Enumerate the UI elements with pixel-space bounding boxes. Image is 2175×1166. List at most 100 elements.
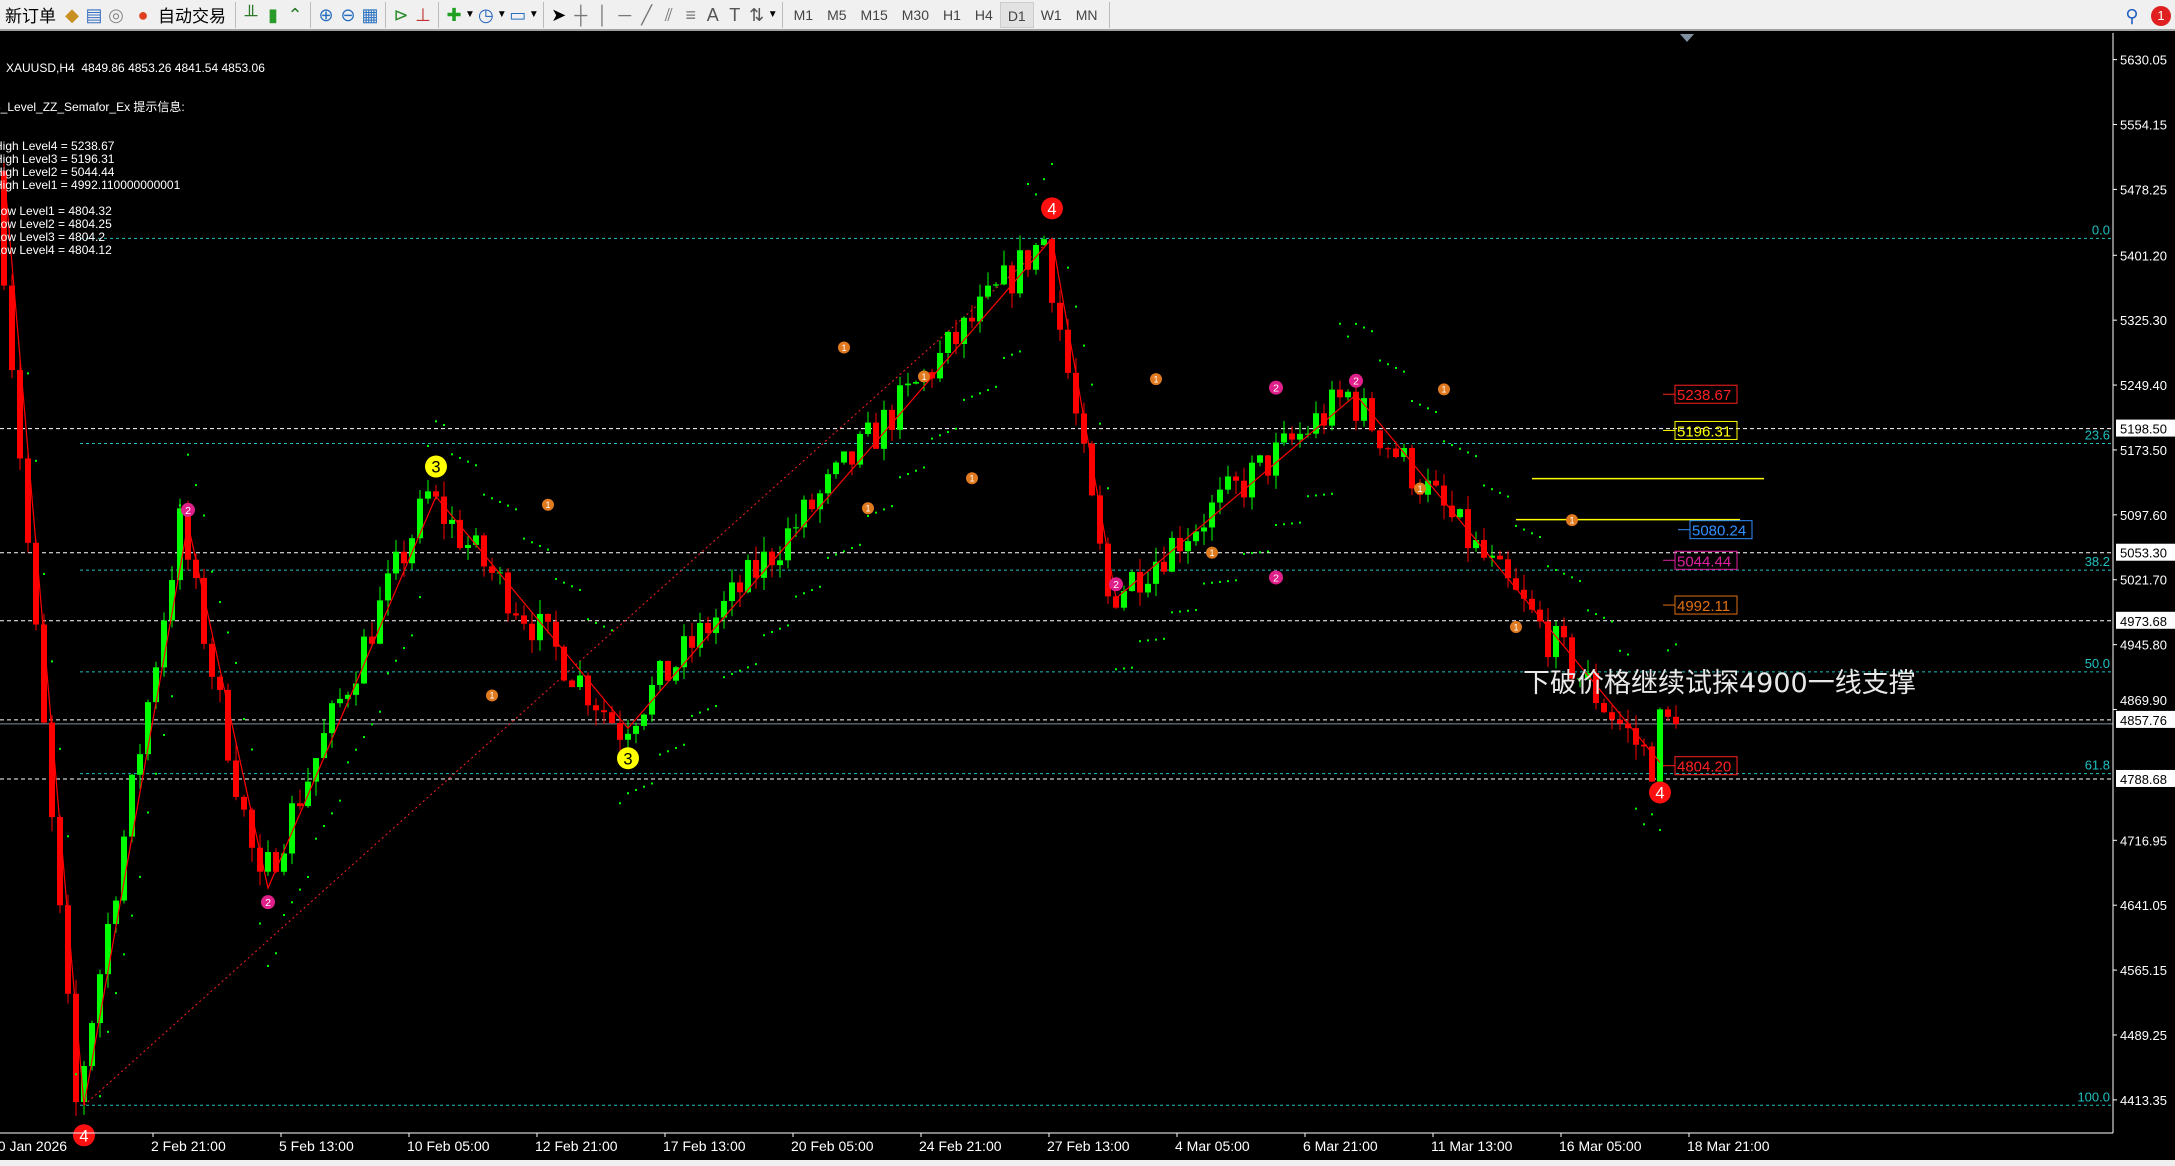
horizontal-line-icon[interactable]: ─ bbox=[618, 4, 632, 25]
candle-body bbox=[857, 433, 863, 465]
timeframe-m5[interactable]: M5 bbox=[827, 6, 847, 23]
candle-body bbox=[1249, 462, 1255, 498]
candle-body bbox=[705, 622, 711, 634]
sar-dot bbox=[931, 437, 933, 440]
sar-dot bbox=[299, 888, 301, 891]
candle-body bbox=[89, 1023, 95, 1067]
notifications-badge[interactable]: 1 bbox=[2151, 5, 2171, 26]
sar-dot bbox=[1283, 523, 1285, 526]
sar-dot bbox=[267, 964, 269, 967]
sar-dot bbox=[987, 389, 989, 392]
sar-dot bbox=[635, 788, 637, 791]
candle bbox=[1601, 616, 1607, 714]
tile-windows-icon[interactable]: ▦ bbox=[361, 4, 379, 25]
price-tick-label: 4413.35 bbox=[2120, 1093, 2167, 1108]
signal-icon[interactable]: ◎ bbox=[108, 4, 124, 25]
sar-dot bbox=[43, 572, 45, 575]
candle-body bbox=[49, 722, 55, 818]
price-chart[interactable]: 0.0 23.6 38.2 50.0 61.8 100.0 5238.67 5196.31 50… bbox=[0, 33, 2175, 1166]
zoom-in-icon[interactable]: ⊕ bbox=[318, 4, 334, 25]
text-label-icon[interactable]: T bbox=[729, 4, 741, 25]
candle bbox=[1609, 620, 1615, 730]
zoom-out-icon[interactable]: ⊖ bbox=[340, 4, 356, 25]
bar-chart-icon[interactable]: ╨ bbox=[244, 4, 258, 25]
crosshair-icon[interactable]: ┼ bbox=[574, 4, 588, 25]
candle-body bbox=[577, 675, 583, 688]
equidistant-channel-icon[interactable]: ⫽ bbox=[664, 4, 673, 25]
chart-shift-icon[interactable]: ⊥ bbox=[415, 4, 431, 25]
semafor-level-number: 2 bbox=[1273, 382, 1279, 394]
candle bbox=[1, 156, 7, 291]
timeframe-m30[interactable]: M30 bbox=[901, 6, 929, 23]
candle-body bbox=[1633, 728, 1639, 745]
candle-body bbox=[1505, 559, 1511, 579]
expert-icon[interactable]: ◆ bbox=[65, 4, 79, 25]
sar-dot bbox=[179, 504, 181, 507]
sar-dot bbox=[1387, 363, 1389, 366]
time-tick-label: 20 Feb 05:00 bbox=[791, 1138, 874, 1154]
trendline-icon[interactable]: ╱ bbox=[641, 4, 653, 25]
candle-body bbox=[721, 601, 727, 618]
line-chart-icon[interactable]: ⌃ bbox=[287, 4, 303, 25]
candle bbox=[1289, 426, 1295, 525]
semafor-level-number: 1 bbox=[1569, 515, 1574, 525]
candle bbox=[1097, 422, 1103, 551]
sar-dot bbox=[1587, 609, 1589, 612]
dropdown-arrow-icon[interactable]: ▼ bbox=[465, 9, 475, 20]
candle-body bbox=[825, 474, 831, 494]
chart-window[interactable]: 0.0 23.6 38.2 50.0 61.8 100.0 5238.67 5196.31 50… bbox=[0, 33, 2175, 1166]
candle bbox=[1489, 488, 1495, 567]
candle-body bbox=[657, 660, 663, 686]
price-tick-label: 5097.60 bbox=[2120, 508, 2167, 523]
text-tool-icon[interactable]: A bbox=[706, 4, 719, 25]
candle bbox=[217, 601, 223, 703]
candle-body bbox=[737, 582, 743, 593]
sar-dot bbox=[755, 663, 757, 666]
sar-dot bbox=[1243, 552, 1245, 555]
candle-body bbox=[1441, 485, 1447, 506]
candle bbox=[593, 621, 599, 726]
dropdown-arrow-icon[interactable]: ▼ bbox=[496, 9, 507, 20]
candle bbox=[1625, 653, 1631, 743]
autoscroll-icon[interactable]: ⊳ bbox=[393, 4, 409, 25]
zigzag-line bbox=[3, 170, 1661, 1106]
search-icon[interactable]: ⚲ bbox=[2125, 5, 2139, 26]
indicators-icon[interactable]: ✚ bbox=[446, 4, 462, 25]
candlestick-icon[interactable]: ▮ bbox=[268, 4, 278, 25]
new-order-button[interactable]: 新订单 bbox=[0, 1, 61, 29]
candle bbox=[1641, 738, 1647, 826]
timeframe-d1[interactable]: D1 bbox=[999, 1, 1034, 28]
candle bbox=[993, 282, 999, 388]
candle-body bbox=[897, 385, 903, 430]
dropdown-arrow-icon[interactable]: ▼ bbox=[767, 9, 778, 20]
vertical-line-icon[interactable]: │ bbox=[597, 4, 609, 25]
timeframe-h4[interactable]: H4 bbox=[974, 6, 993, 23]
timeframe-mn[interactable]: MN bbox=[1075, 6, 1098, 23]
candle bbox=[209, 570, 215, 690]
candle bbox=[521, 537, 527, 631]
fibonacci-icon[interactable]: ≡ bbox=[685, 4, 696, 25]
market-watch-icon[interactable]: ▤ bbox=[85, 4, 103, 25]
candle-body bbox=[673, 667, 679, 681]
dropdown-arrow-icon[interactable]: ▼ bbox=[528, 9, 539, 20]
candle-body bbox=[177, 508, 183, 581]
cursor-icon[interactable]: ➤ bbox=[551, 4, 567, 25]
timeframe-h1[interactable]: H1 bbox=[943, 6, 961, 23]
candle bbox=[385, 560, 391, 675]
sar-dot bbox=[1555, 568, 1557, 571]
timeframe-m15[interactable]: M15 bbox=[860, 6, 888, 23]
timeframe-w1[interactable]: W1 bbox=[1040, 6, 1062, 23]
sar-dot bbox=[411, 634, 413, 637]
time-tick-label: 10 Feb 05:00 bbox=[407, 1138, 490, 1154]
arrows-icon[interactable]: ⇅ bbox=[749, 4, 765, 25]
candle bbox=[1353, 322, 1359, 431]
auto-trading-button[interactable]: ● 自动交易 bbox=[127, 1, 231, 29]
candle bbox=[201, 514, 207, 650]
templates-icon[interactable]: ▭ bbox=[509, 4, 527, 25]
timeframe-m1[interactable]: M1 bbox=[793, 6, 814, 23]
periods-clock-icon[interactable]: ◷ bbox=[478, 4, 494, 25]
price-line-label-bg bbox=[2116, 710, 2175, 728]
sar-dot bbox=[515, 508, 517, 511]
sar-dot bbox=[347, 761, 349, 764]
sar-dot bbox=[491, 497, 493, 500]
